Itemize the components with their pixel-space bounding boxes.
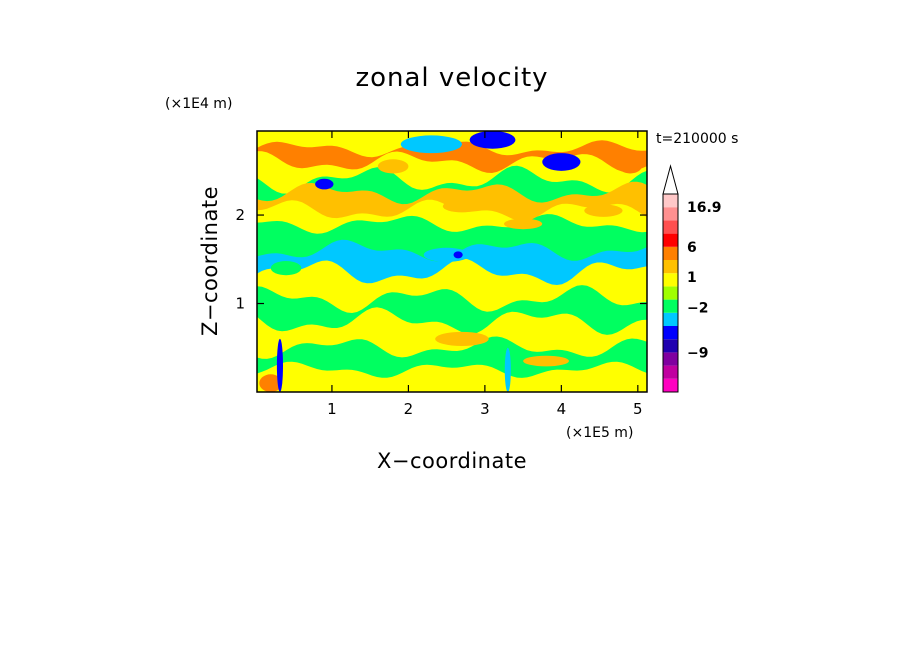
colorbar-swatch: [663, 312, 678, 326]
colorbar-swatch: [663, 299, 678, 313]
colorbar-swatch: [663, 326, 678, 340]
y-multiplier: (×1E4 m): [165, 96, 232, 112]
colorbar-swatch: [663, 220, 678, 234]
velocity-blob: [523, 355, 569, 367]
velocity-blob: [618, 159, 642, 174]
x-axis: 1 2 3 4 5: [327, 131, 643, 418]
x-tick-label: 1: [327, 400, 337, 418]
colorbar-swatch: [663, 286, 678, 300]
colorbar-swatch: [663, 246, 678, 260]
colorbar-swatch: [663, 207, 678, 221]
velocity-blob: [504, 218, 543, 230]
colorbar-extend-arrow: [662, 164, 679, 195]
x-tick-label: 4: [557, 400, 567, 418]
velocity-blob: [435, 331, 489, 346]
colorbar-swatch: [663, 233, 678, 247]
velocity-field: [257, 131, 647, 392]
velocity-blob: [377, 159, 409, 174]
y-axis: 12: [235, 206, 647, 313]
velocity-blob: [453, 251, 463, 259]
velocity-blob: [276, 338, 283, 392]
colorbar: 16.9 6 1 −2 −9: [662, 164, 722, 393]
velocity-blob: [315, 178, 334, 190]
y-tick-label: 2: [235, 206, 245, 224]
colorbar-swatch: [663, 260, 678, 274]
colorbar-swatch: [663, 378, 678, 392]
velocity-blob: [400, 135, 462, 154]
velocity-blob: [259, 374, 283, 392]
velocity-blob: [423, 247, 470, 262]
x-axis-label: X−coordinate: [377, 449, 527, 473]
x-multiplier: (×1E5 m): [566, 425, 633, 441]
x-tick-label: 2: [404, 400, 414, 418]
colorbar-swatch: [663, 194, 678, 208]
colorbar-frame: [662, 193, 679, 393]
velocity-blob: [542, 153, 581, 171]
colorbar-swatch: [663, 339, 678, 353]
velocity-blob: [504, 347, 511, 392]
x-tick-label: 3: [480, 400, 490, 418]
colorbar-label: −9: [687, 345, 708, 361]
colorbar-label: 16.9: [687, 200, 722, 216]
y-axis-label: Z−coordinate: [198, 186, 222, 336]
colorbar-label: 6: [687, 240, 697, 256]
y-tick-label: 1: [235, 295, 245, 313]
time-label: t=210000 s: [656, 131, 738, 147]
colorbar-swatch: [663, 273, 678, 287]
plot-frame: [256, 130, 648, 393]
velocity-blob: [305, 151, 344, 164]
colorbar-label: 1: [687, 270, 697, 286]
velocity-band: [257, 361, 647, 392]
colorbar-swatch: [663, 365, 678, 379]
colorbar-swatch: [663, 352, 678, 366]
x-tick-label: 5: [633, 400, 643, 418]
velocity-blob: [469, 131, 516, 149]
chart-title: zonal velocity: [355, 63, 548, 93]
velocity-blob: [270, 261, 302, 276]
velocity-blob: [442, 200, 482, 213]
colorbar-label: −2: [687, 301, 708, 317]
velocity-blob: [584, 204, 623, 217]
